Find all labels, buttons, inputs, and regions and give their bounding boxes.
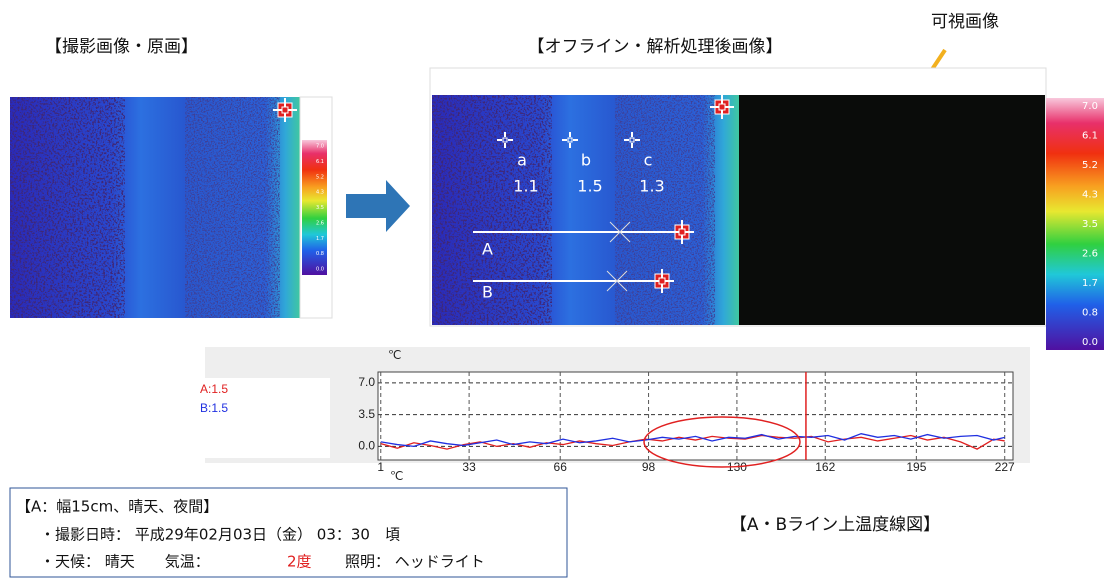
info-weather: ・天候： 晴天 気温： (40, 553, 210, 571)
info-date: ・撮影日時： 平成29年02月03日（金） 03：30 頃 (40, 526, 400, 544)
x-tick-label: 195 (906, 460, 926, 474)
slide: 【撮影画像・原画】 【オフライン・解析処理後画像】 可視画像 7.0 6.1 5.2… (0, 0, 1104, 578)
x-tick-label: 98 (642, 460, 656, 474)
colorbar-label: 5.2 (316, 174, 324, 180)
x-tick-label: 33 (462, 460, 476, 474)
colorbar-label: 0.8 (316, 251, 324, 257)
colorbar-label: 4.3 (1082, 190, 1098, 201)
x-tick-label: 227 (995, 460, 1015, 474)
colorbar-label: 3.5 (316, 205, 324, 211)
unit-label: ℃ (390, 469, 403, 483)
flow-arrow (346, 180, 410, 232)
point-value: 1.1 (513, 177, 538, 196)
line-label: A (482, 240, 493, 259)
point-label: a (517, 151, 527, 170)
right-colorbar: 7.0 6.1 5.2 4.3 3.5 2.6 1.7 0.8 0.0 (1082, 101, 1098, 348)
x-tick-label: 66 (554, 460, 568, 474)
colorbar-label: 7.0 (316, 144, 324, 150)
colorbar-label: 1.7 (316, 236, 324, 242)
colorbar-label: 7.0 (1082, 101, 1098, 112)
point-label: b (581, 151, 591, 170)
info-heading: 【A：幅15cm、晴天、夜間】 (16, 498, 218, 516)
processed-image (430, 68, 1104, 350)
x-tick-label: 162 (815, 460, 835, 474)
info-light: 照明： ヘッドライト (345, 553, 485, 571)
point-label: c (644, 151, 653, 170)
colorbar-label: 6.1 (316, 159, 324, 165)
point-value: 1.5 (577, 177, 602, 196)
point-value: 1.3 (639, 177, 664, 196)
left-title: 【撮影画像・原画】 (45, 37, 198, 57)
chart-title: 【A・Bライン上温度線図】 (730, 515, 940, 535)
x-tick-label: 1 (377, 460, 384, 474)
legend-entry: A:1.5 (200, 382, 228, 396)
colorbar-label: 4.3 (316, 190, 324, 196)
colorbar-label: 2.6 (1082, 249, 1098, 260)
colorbar-label: 5.2 (1082, 160, 1098, 171)
colorbar-label: 0.0 (1082, 337, 1098, 348)
y-tick-label: 0.0 (358, 439, 375, 453)
unit-label: ℃ (388, 348, 401, 362)
left-colorbar: 7.0 6.1 5.2 4.3 3.5 2.6 1.7 0.8 0.0 (316, 144, 324, 273)
colorbar-label: 0.8 (1082, 308, 1098, 319)
legend-entry: B:1.5 (200, 401, 228, 415)
original-image (10, 97, 332, 318)
y-tick-label: 7.0 (358, 375, 375, 389)
colorbar-label: 6.1 (1082, 131, 1098, 142)
colorbar-label: 2.6 (316, 220, 324, 226)
y-tick-label: 3.5 (358, 407, 375, 421)
colorbar-label: 1.7 (1082, 278, 1098, 289)
colorbar-label: 3.5 (1082, 219, 1098, 230)
colorbar-label: 0.0 (316, 267, 324, 273)
visible-label: 可視画像 (931, 12, 999, 32)
right-title: 【オフライン・解析処理後画像】 (528, 37, 783, 57)
line-label: B (482, 283, 493, 302)
page: 【撮影画像・原画】 【オフライン・解析処理後画像】 可視画像 7.0 6.1 5.2… (0, 0, 1104, 578)
info-temp: 2度 (287, 553, 312, 571)
